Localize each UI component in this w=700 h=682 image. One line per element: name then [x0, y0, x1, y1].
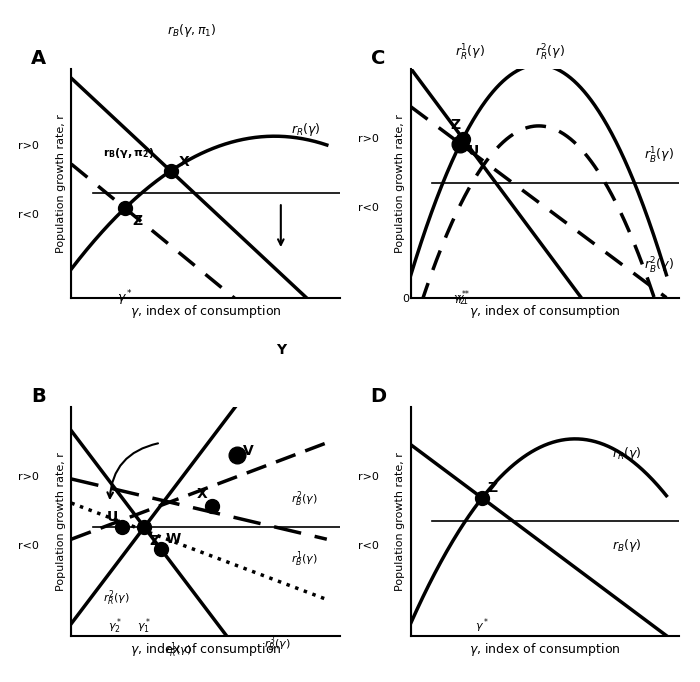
Text: Z: Z [450, 119, 461, 132]
Text: W: W [166, 532, 181, 546]
Text: $r_R^2(\gamma)$: $r_R^2(\gamma)$ [104, 588, 130, 608]
Text: $r_B^3(\gamma)$: $r_B^3(\gamma)$ [265, 634, 291, 653]
Text: r>0: r>0 [18, 472, 39, 482]
Text: r>0: r>0 [18, 140, 39, 151]
Text: Y: Y [276, 343, 286, 357]
Text: $r_R^1(\gamma)$: $r_R^1(\gamma)$ [455, 43, 485, 63]
Text: $\gamma^*$: $\gamma^*$ [475, 616, 489, 635]
Text: r<0: r<0 [358, 541, 379, 550]
Text: r>0: r>0 [358, 134, 379, 144]
Y-axis label: Population growth rate, r: Population growth rate, r [395, 451, 405, 591]
Text: $r_B(\gamma,\pi_1)$: $r_B(\gamma,\pi_1)$ [167, 23, 217, 40]
Text: r<0: r<0 [358, 203, 379, 213]
Text: $r_R^2(\gamma)$: $r_R^2(\gamma)$ [536, 43, 566, 63]
Text: Z: Z [487, 481, 497, 494]
Text: $r_R^1(\gamma)$: $r_R^1(\gamma)$ [165, 641, 192, 660]
Text: $\gamma_1^*$: $\gamma_1^*$ [137, 617, 151, 636]
Y-axis label: Population growth rate, r: Population growth rate, r [395, 114, 405, 252]
Text: 0: 0 [402, 293, 409, 303]
Text: r<0: r<0 [18, 209, 39, 220]
Text: r>0: r>0 [358, 472, 379, 482]
X-axis label: $\gamma$, index of consumption: $\gamma$, index of consumption [130, 641, 281, 658]
Y-axis label: Population growth rate, r: Population growth rate, r [56, 451, 66, 591]
X-axis label: $\gamma$, index of consumption: $\gamma$, index of consumption [469, 641, 621, 658]
Text: $r_R(\gamma)$: $r_R(\gamma)$ [612, 445, 642, 462]
Text: U: U [468, 144, 480, 158]
Text: $r_B^1(\gamma)$: $r_B^1(\gamma)$ [291, 549, 318, 569]
Text: Z: Z [149, 534, 160, 548]
Text: $\gamma^*$: $\gamma^*$ [117, 288, 133, 308]
Text: Z: Z [132, 214, 143, 228]
Text: U: U [107, 510, 118, 524]
Text: $r_R(\gamma)$: $r_R(\gamma)$ [291, 121, 321, 138]
Text: $\mathbf{r_B(\gamma,\pi_2)}$: $\mathbf{r_B(\gamma,\pi_2)}$ [104, 146, 155, 160]
Text: V: V [242, 444, 253, 458]
Text: A: A [31, 49, 46, 68]
Text: X: X [197, 486, 207, 501]
Text: $\gamma_2^*$: $\gamma_2^*$ [108, 617, 122, 636]
X-axis label: $\gamma$, index of consumption: $\gamma$, index of consumption [130, 303, 281, 321]
Text: B: B [31, 387, 46, 406]
Text: $\gamma_2^*$: $\gamma_2^*$ [453, 288, 468, 308]
Text: C: C [370, 49, 385, 68]
Text: $\gamma_1^*$: $\gamma_1^*$ [456, 288, 470, 308]
Text: X: X [178, 155, 189, 169]
Y-axis label: Population growth rate, r: Population growth rate, r [56, 114, 66, 252]
Text: r<0: r<0 [18, 541, 39, 550]
Text: D: D [370, 387, 387, 406]
Text: $r_B^2(\gamma)$: $r_B^2(\gamma)$ [644, 256, 674, 276]
Text: $r_B^1(\gamma)$: $r_B^1(\gamma)$ [644, 147, 674, 166]
Text: $r_B(\gamma)$: $r_B(\gamma)$ [612, 537, 642, 554]
X-axis label: $\gamma$, index of consumption: $\gamma$, index of consumption [469, 303, 621, 321]
Text: $r_B^2(\gamma)$: $r_B^2(\gamma)$ [291, 490, 318, 509]
